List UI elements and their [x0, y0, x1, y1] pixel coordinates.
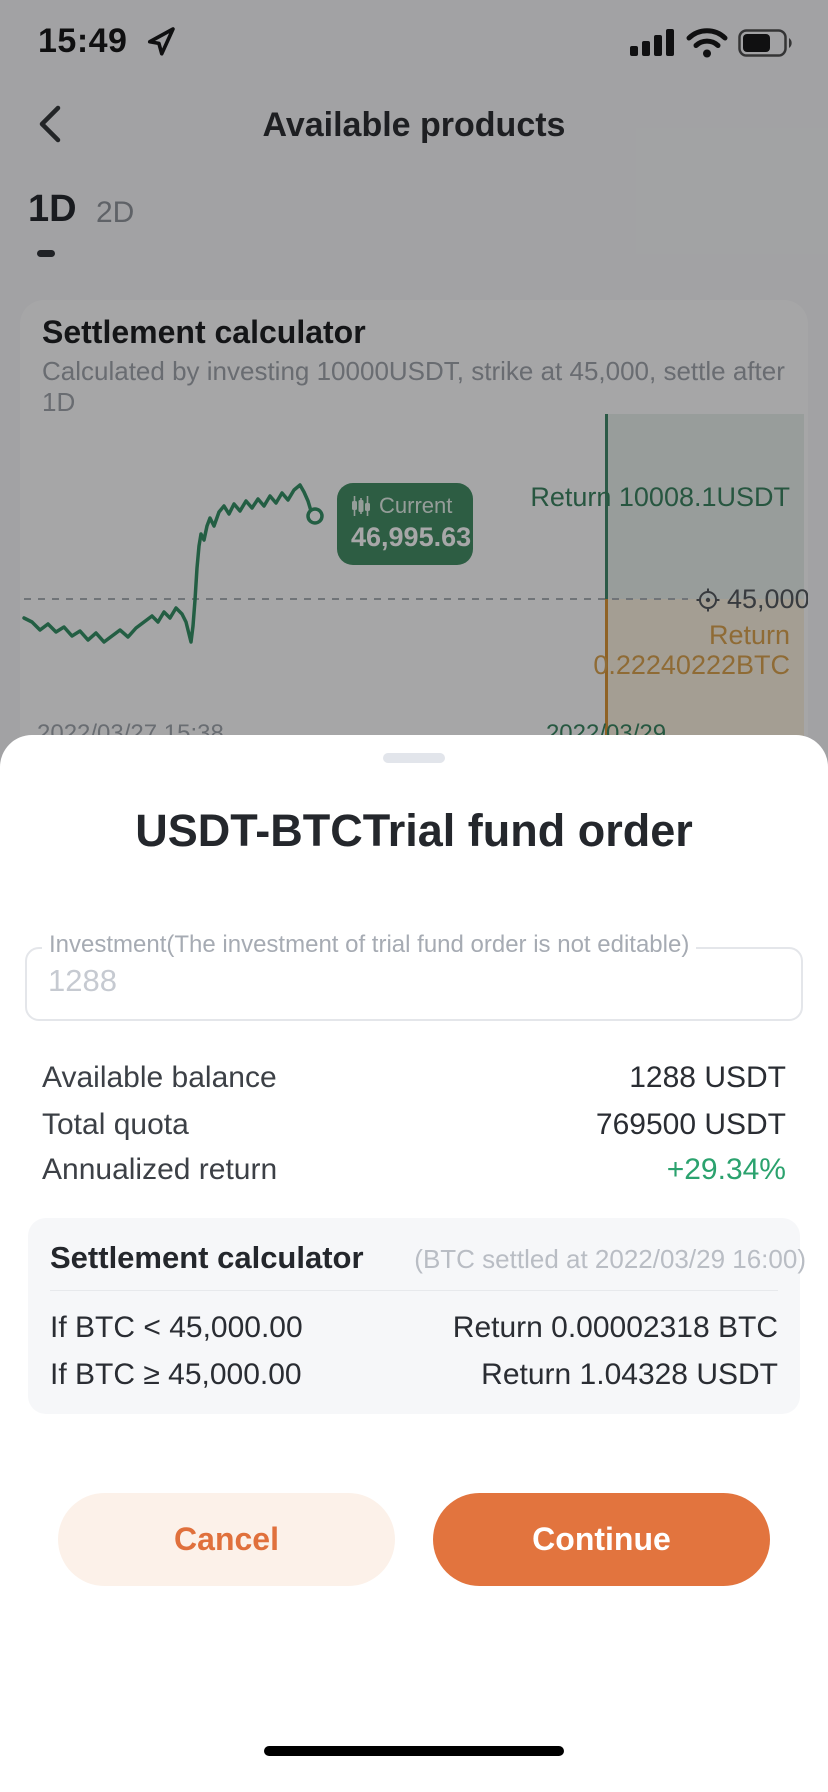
info-row-available-balance: Available balance 1288 USDT [42, 1061, 786, 1101]
above-strike-region [605, 414, 804, 599]
back-button[interactable] [32, 102, 72, 146]
strike-price-value: 45,000 [727, 584, 808, 614]
row-label: Available balance [42, 1061, 277, 1094]
row-value: 1288 USDT [629, 1061, 786, 1094]
annualized-return-value: +29.34% [666, 1153, 786, 1186]
tab-2d[interactable]: 2D [96, 196, 135, 229]
investment-input-value: 1288 [48, 963, 117, 998]
return-above-label: Return 10008.1USDT [530, 482, 790, 512]
active-tab-indicator [37, 250, 55, 257]
candlestick-icon [352, 496, 370, 516]
home-indicator[interactable] [264, 1746, 564, 1756]
strike-price-label: 45,000 [696, 584, 808, 615]
sheet-title: USDT-BTCTrial fund order [135, 805, 693, 856]
drag-handle[interactable] [383, 753, 445, 763]
row-value: 769500 USDT [595, 1108, 786, 1141]
outcome-row-below-strike: If BTC < 45,000.00 Return 0.00002318 BTC [50, 1311, 778, 1344]
crosshair-icon [696, 588, 720, 611]
status-time: 15:49 [38, 22, 128, 60]
last-price-marker [306, 507, 324, 525]
settlement-title: Settlement calculator [50, 1240, 364, 1275]
settlement-summary-card [28, 1218, 800, 1414]
outcome-row-above-strike: If BTC ≥ 45,000.00 Return 1.04328 USDT [50, 1358, 778, 1391]
continue-button[interactable]: Continue [433, 1493, 770, 1586]
price-line [22, 483, 317, 644]
location-arrow-icon [147, 27, 175, 56]
tab-1d[interactable]: 1D [28, 188, 77, 230]
return-below-label: Return 0.22240222BTC [593, 620, 790, 680]
below-strike-region [605, 599, 804, 762]
current-price: 46,995.63 [351, 522, 472, 552]
cancel-button[interactable]: Cancel [58, 1493, 395, 1586]
row-label: Total quota [42, 1108, 189, 1141]
row-label: Annualized return [42, 1153, 278, 1186]
info-row-total-quota: Total quota 769500 USDT [42, 1108, 786, 1148]
info-row-annualized-return: Annualized return +29.34% [42, 1153, 786, 1193]
current-price-badge: Current 46,995.63 [337, 483, 473, 565]
wifi-icon [686, 28, 728, 58]
card-subtitle: Calculated by investing 10000USDT, strik… [42, 356, 785, 417]
investment-input-label: Investment(The investment of trial fund … [42, 931, 697, 959]
trial-fund-order-sheet: USDT-BTCTrial fund order Investment(The … [0, 735, 828, 1792]
card-title: Settlement calculator [42, 314, 366, 350]
divider [50, 1290, 778, 1291]
settlement-calculator-card: Settlement calculator Calculated by inve… [20, 300, 808, 762]
price-chart [22, 414, 804, 762]
settlement-note: (BTC settled at 2022/03/29 16:00) [414, 1244, 806, 1274]
signal-bars-icon [630, 29, 674, 56]
current-label: Current [379, 493, 453, 518]
page-title: Available products [262, 106, 566, 144]
battery-icon [738, 29, 792, 57]
